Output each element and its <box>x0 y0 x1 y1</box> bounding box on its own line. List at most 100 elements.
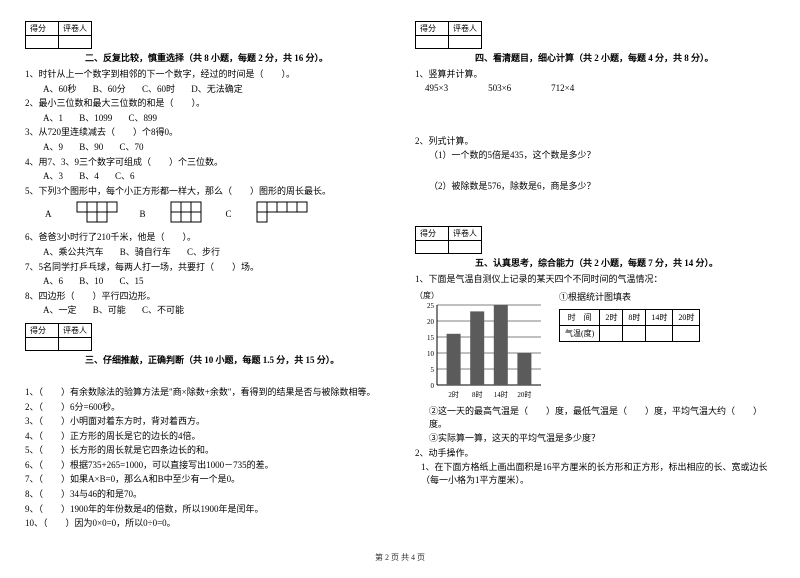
score-cell <box>416 36 449 49</box>
opt: A、一定 <box>43 305 77 315</box>
calc: 712×4 <box>551 83 574 93</box>
reviewer-cell <box>59 337 92 350</box>
score-table: 得分 评卷人 <box>415 226 482 254</box>
q4-2b: （2）被除数是576，除数是6，商是多少？ <box>429 180 775 193</box>
q2-5: 5、下列3个图形中，每个小正方形都一样大，那么（ ）图形的周长最长。 <box>25 185 385 198</box>
q3-6: 6、（ ）根据735+265=1000，可以直接写出1000－735的差。 <box>25 459 385 472</box>
svg-text:20时: 20时 <box>517 390 531 399</box>
td <box>673 325 700 341</box>
q2-8-opts: A、一定 B、可能 C、不可能 <box>43 304 385 317</box>
opt: B、90 <box>79 142 103 152</box>
shape-a-label: A <box>45 209 52 219</box>
q2-2-opts: A、1 B、1099 C、899 <box>43 112 385 125</box>
td <box>623 325 646 341</box>
q2-8: 8、四边形（ ）平行四边形。 <box>25 290 385 303</box>
q2-4-opts: A、3 B、4 C、6 <box>43 170 385 183</box>
opt: A、1 <box>43 113 63 123</box>
reviewer-cell <box>59 36 92 49</box>
score-label: 得分 <box>26 323 59 337</box>
opt: D、无法确定 <box>191 84 243 94</box>
q4-2a: （1）一个数的5倍是435，这个数是多少？ <box>429 149 775 162</box>
opt: B、1099 <box>79 113 112 123</box>
section3-title: 三、仔细推敲，正确判断（共 10 小题，每题 1.5 分，共 15 分）。 <box>85 353 385 366</box>
shape-b <box>170 201 206 227</box>
q2-7: 7、5名同学打乒乓球，每两人打一场，共要打（ ）场。 <box>25 261 385 274</box>
fill-table-block: ①根据统计图填表 时 间 2时 8时 14时 20时 气温(度) <box>559 290 700 342</box>
q3-9: 9、（ ）1900年的年份数是4的倍数，所以1900年是闰年。 <box>25 503 385 516</box>
opt: A、60秒 <box>43 84 77 94</box>
reviewer-cell <box>449 241 482 254</box>
th-time: 时 间 <box>560 309 600 325</box>
th-temp: 气温(度) <box>560 325 600 341</box>
q2-3: 3、从720里连续减去（ ）个8得0。 <box>25 126 385 139</box>
q5-2: 2、动手操作。 <box>415 447 775 460</box>
svg-text:15: 15 <box>427 334 435 342</box>
score-cell <box>416 241 449 254</box>
bar-chart: （度） 05101520252时8时14时20时 <box>415 290 545 403</box>
left-column: 得分 评卷人 二、反复比较，慎重选择（共 8 小题，每题 2 分，共 16 分）… <box>25 15 385 532</box>
score-box-4: 得分 评卷人 <box>415 21 775 49</box>
opt: A、6 <box>43 276 63 286</box>
td <box>646 325 673 341</box>
fill-table: 时 间 2时 8时 14时 20时 气温(度) <box>559 309 700 342</box>
score-table: 得分 评卷人 <box>25 323 92 351</box>
opt: B、可能 <box>93 305 126 315</box>
shape-a <box>76 201 120 227</box>
score-box-3: 得分 评卷人 <box>25 323 385 351</box>
opt: A、乘公共汽车 <box>43 247 104 257</box>
section5-title: 五、认真思考，综合能力（共 2 小题，每题 7 分，共 14 分）。 <box>475 256 775 269</box>
svg-text:10: 10 <box>427 350 435 358</box>
calc-row: 495×3 503×6 712×4 <box>425 83 775 93</box>
shape-c <box>256 201 310 227</box>
q3-5: 5、（ ）长方形的周长就是它四条边长的和。 <box>25 444 385 457</box>
opt: B、10 <box>79 276 103 286</box>
opt: C、15 <box>120 276 144 286</box>
td: 8时 <box>623 309 646 325</box>
opt: B、4 <box>79 171 99 181</box>
right-column: 得分 评卷人 四、看清题目，细心计算（共 2 小题，每题 4 分，共 8 分）。… <box>415 15 775 532</box>
chart-area: （度） 05101520252时8时14时20时 ①根据统计图填表 时 间 2时… <box>415 290 775 403</box>
q4-1: 1、竖算并计算。 <box>415 68 775 81</box>
calc: 503×6 <box>488 83 511 93</box>
q3-7: 7、（ ）如果A×B=0，那么A和B中至少有一个是0。 <box>25 473 385 486</box>
svg-text:0: 0 <box>431 382 435 390</box>
opt: C、70 <box>120 142 144 152</box>
q3-2: 2、（ ）6分=600秒。 <box>25 401 385 414</box>
shape-c-label: C <box>226 209 232 219</box>
opt: C、步行 <box>187 247 220 257</box>
ylabel: （度） <box>415 290 545 301</box>
page-columns: 得分 评卷人 二、反复比较，慎重选择（共 8 小题，每题 2 分，共 16 分）… <box>25 15 775 532</box>
q2-3-opts: A、9 B、90 C、70 <box>43 141 385 154</box>
q5-1b: ②这一天的最高气温是（ ）度，最低气温是（ ）度，平均气温大约（ ）度。 <box>429 405 775 430</box>
section4-title: 四、看清题目，细心计算（共 2 小题，每题 4 分，共 8 分）。 <box>475 51 775 64</box>
page-footer: 第 2 页 共 4 页 <box>25 552 775 563</box>
score-cell <box>26 337 59 350</box>
q4-2: 2、列式计算。 <box>415 135 775 148</box>
q2-2: 2、最小三位数和最大三位数的和是（ ）。 <box>25 97 385 110</box>
score-box-2: 得分 评卷人 <box>25 21 385 49</box>
q5-1: 1、下面是气温自测仪上记录的某天四个不同时间的气温情况： <box>415 273 775 286</box>
bar-chart-svg: 05101520252时8时14时20时 <box>415 301 545 401</box>
q3-10: 10、（ ）因为0×0=0，所以0÷0=0。 <box>25 517 385 530</box>
td: 2时 <box>600 309 623 325</box>
svg-text:20: 20 <box>427 318 435 326</box>
opt: B、骑自行车 <box>120 247 171 257</box>
opt: C、899 <box>129 113 158 123</box>
opt: A、3 <box>43 171 63 181</box>
score-box-5: 得分 评卷人 <box>415 226 775 254</box>
q2-1: 1、时针从上一个数字到相邻的下一个数字，经过的时间是（ ）。 <box>25 68 385 81</box>
reviewer-label: 评卷人 <box>59 22 92 36</box>
td: 14时 <box>646 309 673 325</box>
opt: A、9 <box>43 142 63 152</box>
score-label: 得分 <box>416 227 449 241</box>
opt: B、60分 <box>93 84 126 94</box>
svg-text:14时: 14时 <box>494 390 508 399</box>
q2-7-opts: A、6 B、10 C、15 <box>43 275 385 288</box>
q2-6-opts: A、乘公共汽车 B、骑自行车 C、步行 <box>43 246 385 259</box>
reviewer-label: 评卷人 <box>59 323 92 337</box>
shape-b-label: B <box>140 209 146 219</box>
q5-1c: ③实际算一算，这天的平均气温是多少度？ <box>429 432 775 445</box>
svg-text:25: 25 <box>427 302 435 310</box>
q3-3: 3、（ ）小明面对着东方时，背对着西方。 <box>25 415 385 428</box>
section2-title: 二、反复比较，慎重选择（共 8 小题，每题 2 分，共 16 分）。 <box>85 51 385 64</box>
